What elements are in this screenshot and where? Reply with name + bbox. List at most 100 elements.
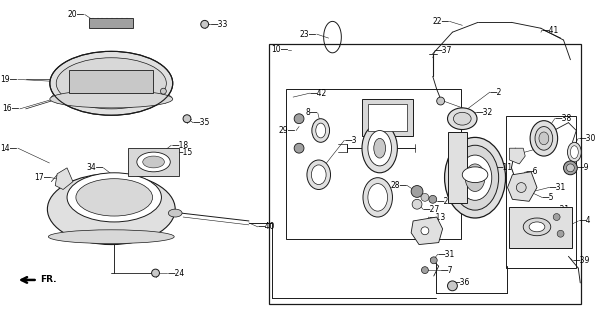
Ellipse shape [362, 124, 398, 173]
Text: 16—: 16— [2, 104, 20, 113]
Polygon shape [508, 172, 537, 201]
Text: —38: —38 [555, 114, 572, 123]
Ellipse shape [67, 173, 161, 222]
Bar [69, 69, 152, 93]
Ellipse shape [529, 222, 545, 232]
Text: 29—: 29— [279, 126, 296, 135]
Text: 20—: 20— [68, 10, 85, 19]
Ellipse shape [47, 174, 175, 244]
Ellipse shape [451, 145, 499, 210]
Circle shape [516, 183, 526, 192]
Ellipse shape [374, 138, 386, 158]
Bar [447, 132, 467, 203]
Text: —30: —30 [578, 134, 596, 143]
Circle shape [201, 20, 209, 28]
Ellipse shape [539, 132, 549, 145]
Bar [505, 116, 576, 268]
Ellipse shape [363, 178, 392, 217]
Text: —13: —13 [429, 212, 446, 221]
Ellipse shape [316, 123, 326, 138]
Text: —27: —27 [423, 205, 440, 214]
Circle shape [152, 269, 160, 277]
Circle shape [160, 88, 166, 94]
Ellipse shape [523, 218, 551, 236]
Bar [368, 104, 407, 132]
Text: —31: —31 [549, 183, 566, 192]
Circle shape [411, 186, 423, 197]
Ellipse shape [143, 156, 164, 168]
Ellipse shape [530, 121, 558, 156]
Ellipse shape [570, 146, 578, 158]
Text: —42: —42 [310, 89, 327, 98]
Text: 23—: 23— [300, 30, 317, 39]
Circle shape [183, 115, 191, 123]
Bar [362, 99, 413, 136]
Ellipse shape [368, 184, 388, 211]
Ellipse shape [50, 52, 173, 115]
Circle shape [437, 97, 444, 105]
Text: —41: —41 [542, 26, 559, 35]
Text: —32: —32 [476, 108, 493, 117]
Polygon shape [411, 217, 443, 244]
Text: —33: —33 [210, 20, 228, 29]
Circle shape [566, 164, 574, 172]
Text: —12: —12 [388, 100, 405, 108]
Text: —11: —11 [496, 164, 513, 172]
Text: —1: —1 [539, 144, 551, 153]
Ellipse shape [453, 112, 471, 125]
Polygon shape [55, 168, 73, 189]
Circle shape [429, 196, 437, 203]
Text: —39: —39 [572, 256, 590, 265]
Ellipse shape [137, 152, 170, 172]
Circle shape [412, 199, 422, 209]
Ellipse shape [444, 137, 505, 218]
Text: 22—: 22— [432, 17, 450, 26]
Text: —31: —31 [438, 250, 455, 259]
Ellipse shape [312, 165, 326, 185]
Ellipse shape [50, 90, 173, 108]
Circle shape [447, 281, 457, 291]
Circle shape [294, 143, 304, 153]
Ellipse shape [76, 179, 152, 216]
Text: —37: —37 [435, 46, 452, 55]
Text: —35: —35 [193, 118, 210, 127]
Text: —2: —2 [490, 88, 502, 97]
Ellipse shape [462, 167, 488, 183]
Circle shape [563, 161, 577, 175]
Text: 10—: 10— [271, 45, 288, 54]
Bar [269, 44, 581, 304]
Ellipse shape [307, 160, 331, 189]
Text: 19—: 19— [1, 75, 18, 84]
Text: 28—: 28— [390, 181, 407, 190]
Text: FR.: FR. [41, 276, 57, 284]
Circle shape [431, 257, 437, 264]
Polygon shape [509, 148, 525, 164]
Text: —3: —3 [344, 136, 357, 145]
Text: 17—: 17— [34, 173, 51, 182]
Text: —9: —9 [576, 164, 589, 172]
Ellipse shape [48, 230, 174, 244]
Text: —4: —4 [578, 216, 591, 226]
Text: —40: —40 [258, 222, 275, 231]
Circle shape [422, 267, 428, 274]
Ellipse shape [447, 108, 477, 130]
Bar [509, 207, 572, 249]
Ellipse shape [56, 58, 166, 109]
Text: —15: —15 [175, 148, 193, 156]
Text: —5: —5 [542, 193, 554, 202]
Circle shape [294, 114, 304, 124]
Text: —6: —6 [525, 167, 538, 176]
Circle shape [553, 213, 560, 220]
Text: —26: —26 [437, 197, 454, 206]
Ellipse shape [168, 209, 182, 217]
Ellipse shape [458, 155, 492, 200]
Ellipse shape [368, 131, 392, 166]
Text: —7: —7 [441, 266, 453, 275]
Circle shape [557, 230, 564, 237]
Text: —24: —24 [167, 268, 185, 277]
Circle shape [421, 193, 429, 201]
Text: 14—: 14— [1, 144, 18, 153]
Bar [89, 19, 133, 28]
Text: —36: —36 [453, 278, 470, 287]
Ellipse shape [312, 119, 329, 142]
